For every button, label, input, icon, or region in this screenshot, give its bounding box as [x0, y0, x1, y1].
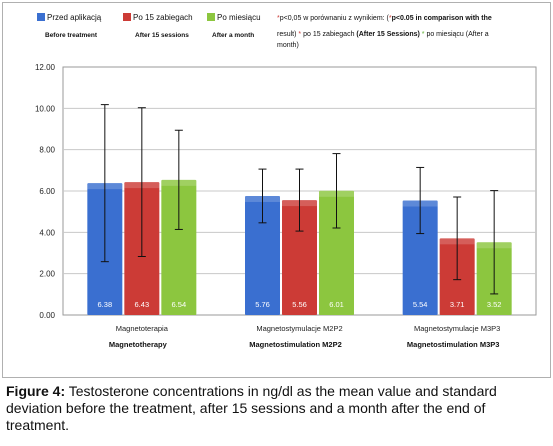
legend-sublabel-series-2: After 15 sessions	[135, 32, 189, 39]
asterisk: *	[389, 15, 392, 22]
legend-note-line-3: month)	[277, 42, 299, 49]
legend-label-series-2: Po 15 zabiegach	[133, 13, 193, 22]
value-labels: 6.38 6.43 6.54 5.76 5.56 6.01 5.54 3.71 3.52	[98, 300, 502, 309]
caption-label: Figure 4:	[6, 383, 66, 399]
category-label: Magnetoterapia	[116, 324, 169, 333]
legend-sublabel-series-3: After a month	[212, 32, 254, 39]
note-line-2-b: po 15 zabiegach	[301, 31, 356, 38]
legend-sublabel-series-1: Before treatment	[45, 32, 98, 39]
y-tick-label: 10.00	[35, 104, 56, 113]
category-sublabel: Magnetotherapy	[109, 340, 168, 349]
error-bars	[100, 104, 499, 295]
note-line-1-a: p<0,05 w porównaniu z wynikiem: (	[280, 15, 390, 22]
y-tick-label: 4.00	[39, 228, 55, 237]
value-label: 5.76	[255, 300, 270, 309]
chart-frame: 0.00 2.00 4.00 6.00 8.00 10.00 12.00 6.38 6.43 6…	[2, 2, 551, 378]
value-label: 3.71	[450, 300, 465, 309]
asterisk: *	[298, 31, 301, 38]
bar	[161, 179, 197, 315]
legend-note-line-1: *p<0,05 w porównaniu z wynikiem: (*p<0.0…	[277, 15, 492, 22]
value-label: 6.38	[98, 300, 113, 309]
legend-swatch-series-1	[37, 13, 45, 21]
legend: Przed aplikacją Before treatment Po 15 z…	[37, 13, 492, 49]
asterisk: *	[422, 31, 425, 38]
asterisk: *	[277, 15, 280, 22]
legend-note-line-2: result) * po 15 zabiegach (After 15 Sess…	[277, 31, 489, 38]
legend-label-series-3: Po miesiącu	[217, 13, 261, 22]
category-label: Magnetostymulacje M3P3	[414, 324, 500, 333]
value-label: 6.54	[172, 300, 187, 309]
y-tick-label: 2.00	[39, 270, 55, 279]
value-label: 3.52	[487, 300, 502, 309]
value-label: 6.01	[329, 300, 344, 309]
caption-text: Testosterone concentrations in ng/dl as …	[6, 383, 497, 433]
value-label: 6.43	[135, 300, 150, 309]
note-line-2-a: result)	[277, 31, 298, 38]
category-sublabel: Magnetostimulation M2P2	[249, 340, 342, 349]
x-axis-categories: Magnetoterapia Magnetotherapy Magnetostymu…	[109, 324, 500, 349]
legend-swatch-series-2	[123, 13, 131, 21]
value-label: 5.56	[292, 300, 307, 309]
y-tick-label: 6.00	[39, 187, 55, 196]
legend-swatch-series-3	[207, 13, 215, 21]
y-axis-ticks: 0.00 2.00 4.00 6.00 8.00 10.00 12.00	[35, 63, 56, 320]
category-sublabel: Magnetostimulation M3P3	[407, 340, 500, 349]
y-tick-label: 12.00	[35, 63, 56, 72]
value-label: 5.54	[413, 300, 428, 309]
bar	[282, 200, 317, 315]
note-line-2-c: (After 15 Sessions)	[356, 31, 421, 38]
category-label: Magnetostymulacje M2P2	[256, 324, 342, 333]
bar	[319, 190, 354, 315]
y-tick-label: 0.00	[39, 311, 55, 320]
note-line-2-d: po miesiącu (After a	[425, 31, 489, 38]
y-tick-label: 8.00	[39, 146, 55, 155]
figure-caption: Figure 4: Testosterone concentrations in…	[6, 383, 546, 434]
legend-label-series-1: Przed aplikacją	[47, 13, 102, 22]
bar	[245, 195, 280, 315]
bar	[402, 200, 438, 315]
note-line-1-b: p<0.05 in comparison with the	[392, 15, 492, 22]
